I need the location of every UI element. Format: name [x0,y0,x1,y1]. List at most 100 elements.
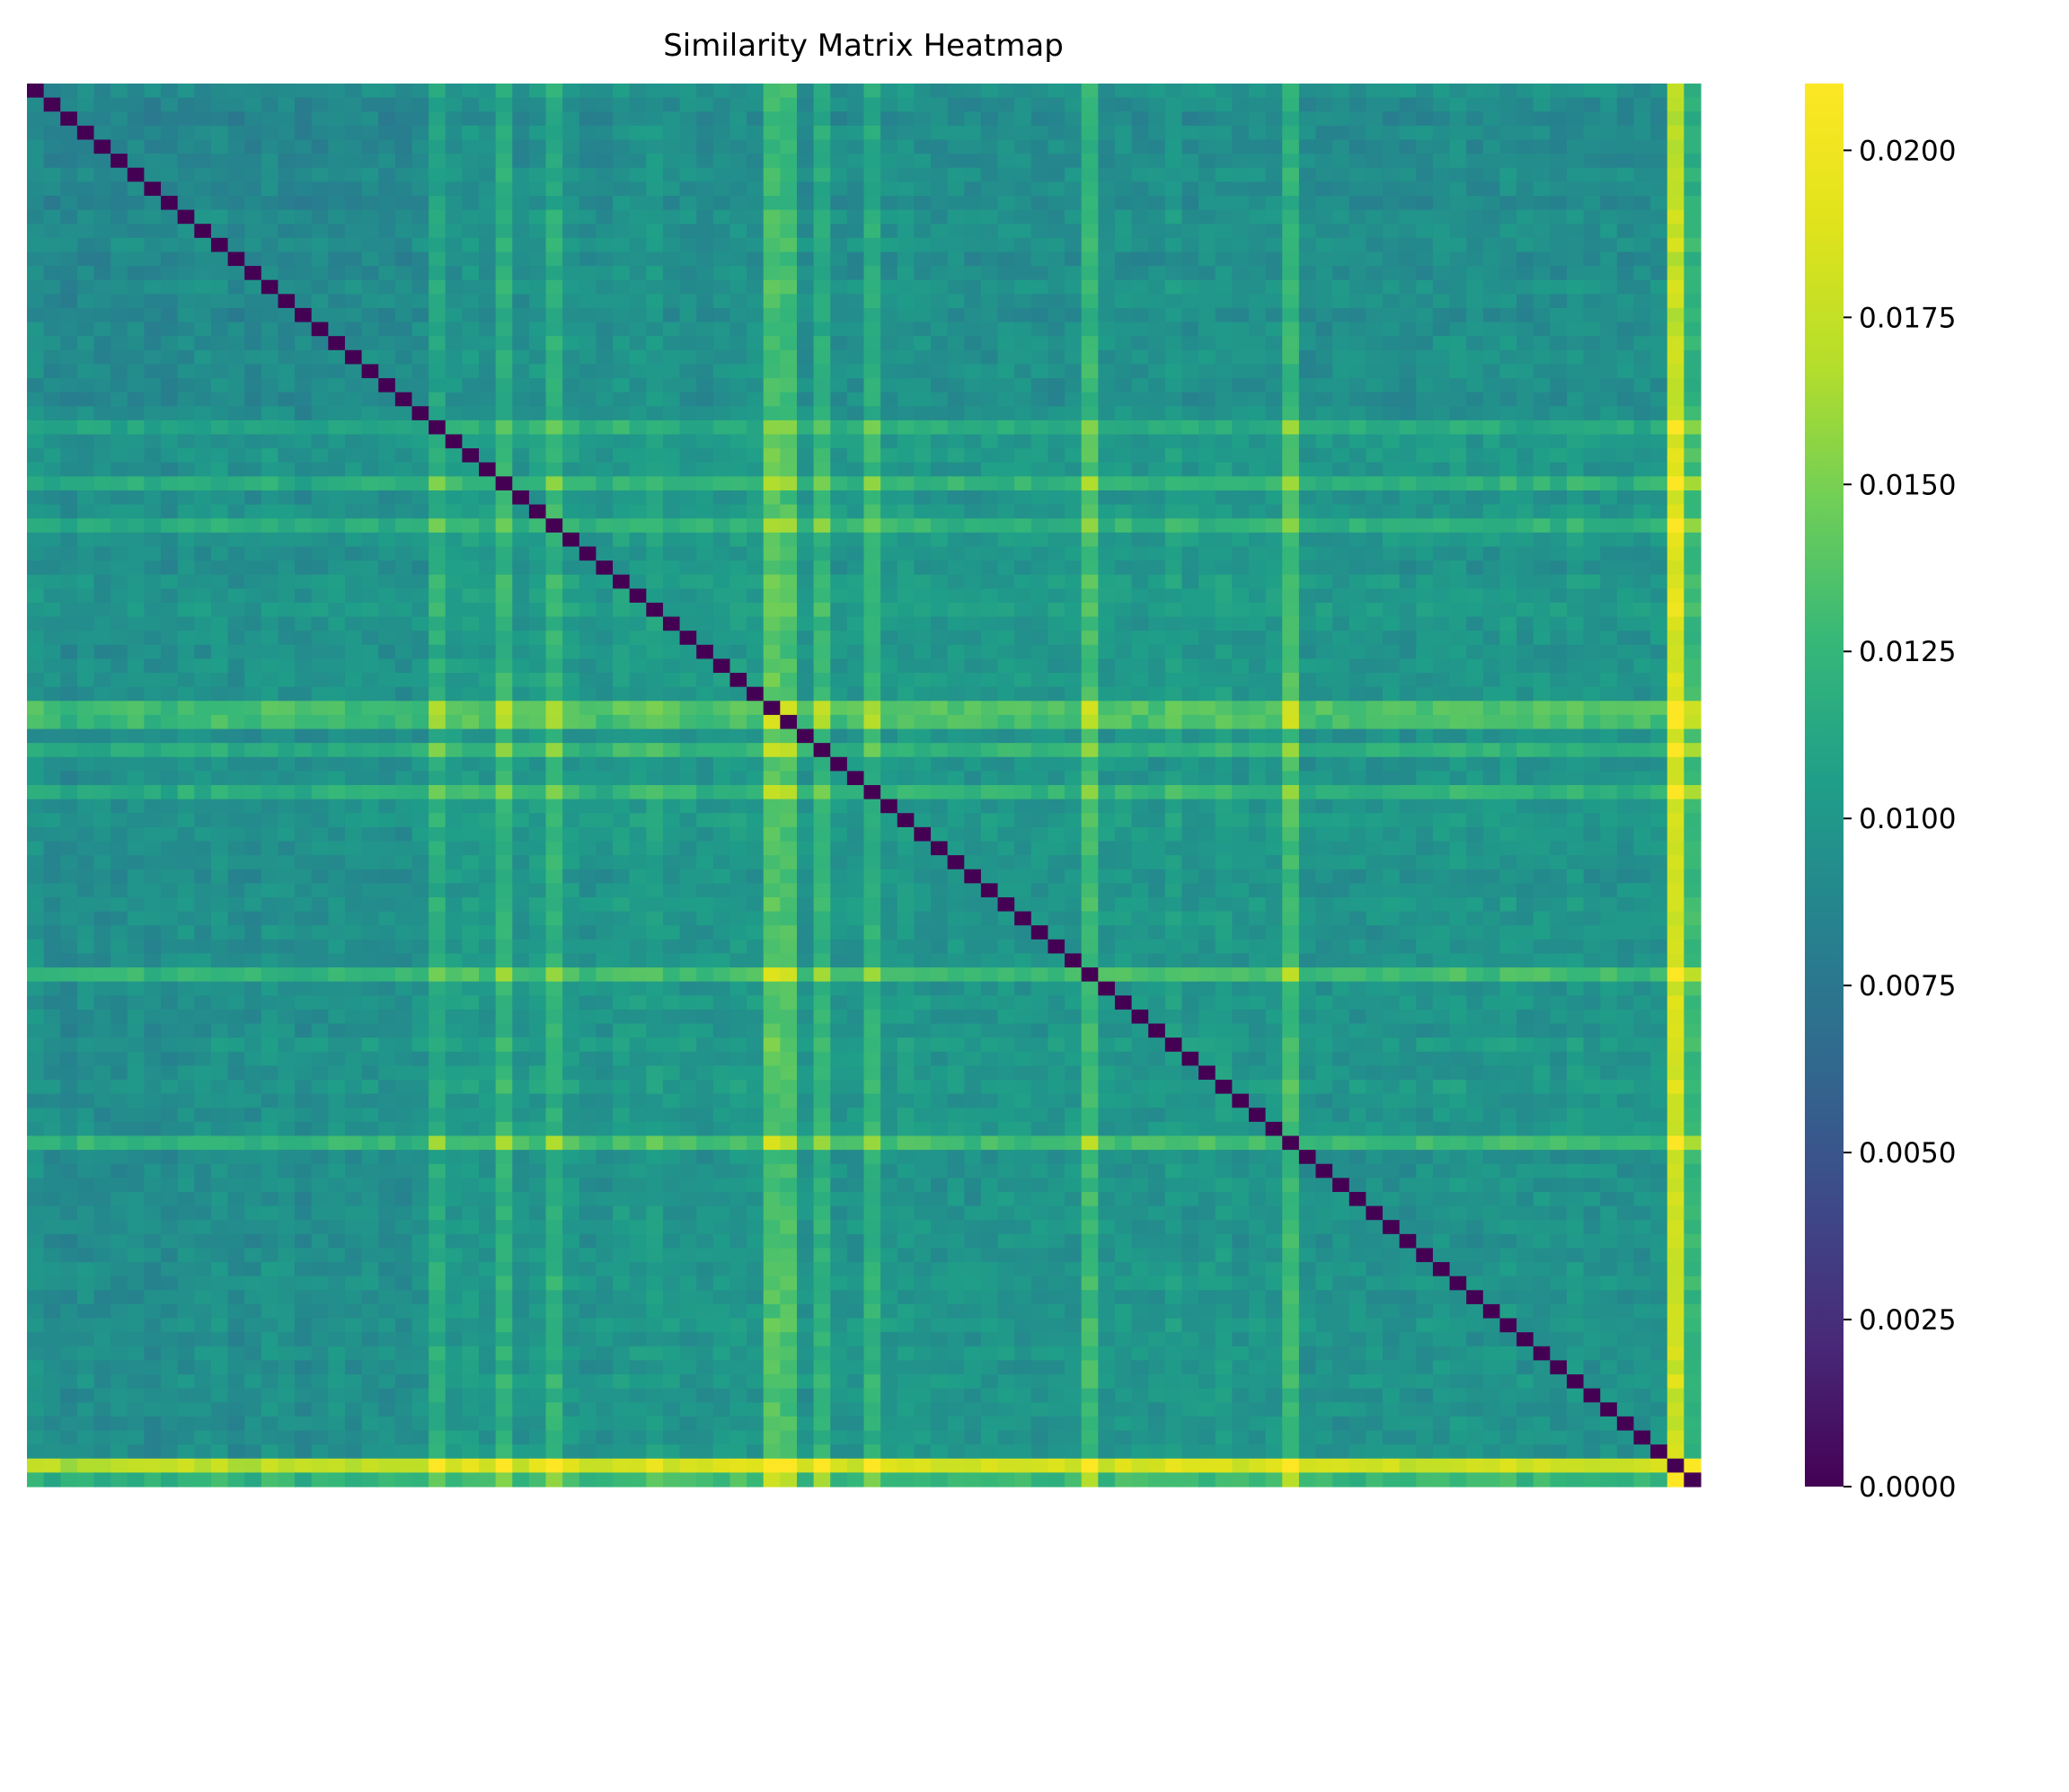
heatmap-cell [1181,686,1199,702]
heatmap-cell [60,462,78,477]
heatmap-cell [1232,532,1250,548]
heatmap-cell [512,181,530,197]
heatmap-cell [1633,392,1651,407]
heatmap-cell [1164,490,1183,506]
heatmap-cell [679,546,697,561]
heatmap-cell [1449,771,1467,786]
heatmap-cell [1616,97,1635,112]
heatmap-cell [980,462,999,477]
heatmap-cell [1482,490,1501,506]
heatmap-cell [1667,434,1684,449]
heatmap-cell [1550,771,1568,786]
heatmap-cell [311,448,329,463]
heatmap-cell [780,434,798,449]
heatmap-cell [328,154,346,169]
heatmap-cell [1131,406,1149,421]
heatmap-cell [1600,518,1618,534]
heatmap-cell [378,518,396,534]
heatmap-cell [227,125,245,141]
heatmap-cell [1298,714,1317,730]
heatmap-cell [1533,237,1551,253]
heatmap-cell [261,756,279,772]
heatmap-cell [947,307,965,323]
heatmap-cell [763,561,781,576]
heatmap-cell [76,307,95,323]
heatmap-cell [76,294,95,309]
heatmap-cell [712,419,731,436]
heatmap-cell [1164,406,1183,421]
heatmap-cell [579,349,597,365]
heatmap-cell [1030,154,1049,169]
heatmap-cell [1298,532,1317,548]
heatmap-cell [1499,561,1517,576]
heatmap-cell [562,532,580,548]
heatmap-cell [1667,181,1684,197]
heatmap-cell [295,266,313,281]
heatmap-cell [60,294,78,309]
heatmap-cell [495,195,513,211]
heatmap-cell [328,139,346,154]
heatmap-cell [394,434,413,449]
heatmap-cell [76,476,95,491]
heatmap-cell [1650,224,1668,239]
heatmap-cell [1583,279,1601,295]
heatmap-cell [780,167,798,182]
heatmap-cell [295,294,313,309]
heatmap-cell [1466,714,1484,730]
heatmap-cell [1014,336,1032,351]
heatmap-cell [60,658,78,674]
heatmap-cell [512,364,530,379]
heatmap-cell [227,701,245,716]
heatmap-cell [1081,237,1099,253]
heatmap-cell [914,252,932,267]
heatmap-cell [528,111,547,127]
heatmap-cell [462,392,480,407]
heatmap-cell [1416,294,1434,309]
heatmap-cell [1583,574,1601,589]
heatmap-cell [1098,631,1116,646]
heatmap-cell [1232,322,1250,337]
heatmap-cell [1065,658,1083,674]
heatmap-cell [127,728,146,744]
heatmap-cell [646,434,664,449]
heatmap-cell [1550,504,1568,519]
heatmap-cell [1600,434,1618,449]
heatmap-cell [646,448,664,463]
heatmap-cell [613,756,631,772]
heatmap-cell [227,266,245,281]
heatmap-cell [813,490,831,506]
heatmap-cell [1198,97,1216,112]
heatmap-cell [1148,279,1166,295]
heatmap-cell [462,364,480,379]
heatmap-cell [1215,307,1233,323]
heatmap-cell [1248,714,1267,730]
heatmap-cell [1030,728,1049,744]
heatmap-cell [1148,139,1166,154]
heatmap-cell [227,97,245,112]
heatmap-cell [1600,644,1618,660]
heatmap-cell [1633,532,1651,548]
heatmap-cell [1600,728,1618,744]
heatmap-cell [1081,490,1099,506]
heatmap-cell [629,167,647,182]
heatmap-cell [1215,224,1233,239]
heatmap-cell [278,476,296,491]
heatmap-cell [60,336,78,351]
heatmap-cell [1148,756,1166,772]
heatmap-cell [796,561,815,576]
heatmap-cell [528,743,547,758]
heatmap-cell [1432,448,1451,463]
heatmap-cell [344,532,363,548]
heatmap-cell [93,294,111,309]
heatmap-cell [1550,195,1568,211]
heatmap-cell [846,686,865,702]
heatmap-cell [344,307,363,323]
heatmap-cell [545,224,563,239]
heatmap-cell [813,307,831,323]
heatmap-cell [646,279,664,295]
heatmap-cell [1065,237,1083,253]
heatmap-cell [1298,588,1317,604]
heatmap-cell [127,546,146,561]
heatmap-cell [1650,546,1668,561]
heatmap-cell [1616,406,1635,421]
